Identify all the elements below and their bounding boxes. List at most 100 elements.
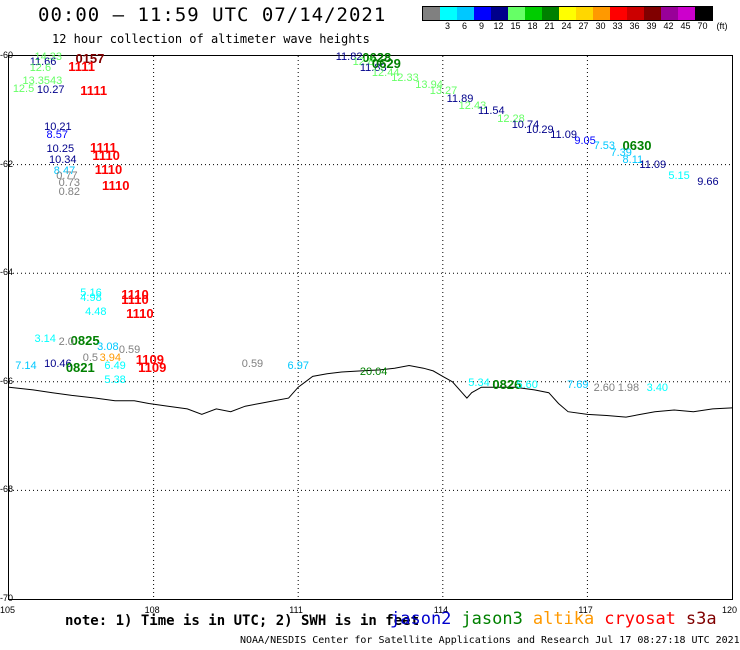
lon-tick-label: 111 xyxy=(289,605,303,615)
wave-height-label: 12.8 xyxy=(352,56,375,69)
pass-time-label: 0826 xyxy=(492,376,522,392)
wave-height-label: 10.29 xyxy=(526,124,554,137)
color-swatch xyxy=(661,7,678,20)
color-swatch-label: 24 xyxy=(561,21,572,31)
pass-time-label: 1110 xyxy=(92,148,120,164)
satellite-legend-altika: altika xyxy=(532,609,595,629)
wave-height-label: 5.34 xyxy=(468,376,490,389)
pass-time-label: 0821 xyxy=(65,360,95,376)
pass-time-label: 0628 xyxy=(362,49,392,65)
pass-time-label: 1111 xyxy=(80,83,108,99)
lon-tick-label: 108 xyxy=(144,605,160,615)
color-swatch-label xyxy=(422,21,439,31)
color-swatch-label: 45 xyxy=(680,21,691,31)
footer-note: note: 1) Time is in UTC; 2) SWH is in fe… xyxy=(65,613,420,629)
wave-height-label: 20.04 xyxy=(359,365,388,378)
color-swatch-label: 3 xyxy=(444,21,450,31)
color-swatch-label: 15 xyxy=(510,21,521,31)
wave-height-label: 9.66 xyxy=(697,175,719,188)
wave-height-label: 6.49 xyxy=(104,360,126,373)
wave-height-label: 14.33 xyxy=(34,50,63,63)
color-swatch-label: 12 xyxy=(493,21,504,31)
wave-height-label: 9.05 xyxy=(574,134,596,147)
color-swatch xyxy=(593,7,610,20)
color-swatch xyxy=(474,7,491,20)
wave-height-label: 13.94 xyxy=(415,79,443,92)
pass-time-label: 1110 xyxy=(121,292,149,308)
wave-height-label: 8.57 xyxy=(46,129,68,142)
lat-tick-label: -68 xyxy=(0,484,14,495)
lat-tick-label: -70 xyxy=(0,593,14,603)
wave-height-label: 11.83 xyxy=(359,61,387,74)
wave-height-label: 12.44 xyxy=(371,67,400,79)
color-swatch xyxy=(440,7,457,20)
wave-height-label: 10.21 xyxy=(44,121,72,134)
lat-tick-label: -64 xyxy=(0,267,14,278)
wave-height-label: 0.77 xyxy=(56,170,78,183)
wave-height-label: 7.53 xyxy=(593,140,616,153)
lat-tick-label: -60 xyxy=(0,50,14,60)
satellite-legend-jason3: jason3 xyxy=(461,609,523,629)
lat-tick-label: -62 xyxy=(0,158,14,169)
wave-height-label: 8.11 xyxy=(622,153,644,166)
wave-height-label: 3.40 xyxy=(646,381,669,394)
wave-height-label: 2.60 xyxy=(593,381,616,394)
wave-height-label: 12.28 xyxy=(497,113,525,126)
wave-height-label: 10.46 xyxy=(44,357,72,370)
page-subtitle: 12 hour collection of altimeter wave hei… xyxy=(52,32,370,46)
wave-height-label: 5.38 xyxy=(104,373,126,386)
color-scale-unit: (ft) xyxy=(716,21,728,31)
color-swatch xyxy=(491,7,508,20)
pass-time-label: 1110 xyxy=(121,286,149,302)
color-swatch-label: 30 xyxy=(595,21,606,31)
color-scale-labels: 3 6 9 12 15 18 21 24 27 30 33 36 39 42 45 70 (ft) xyxy=(422,21,733,31)
pass-time-label: 0630 xyxy=(622,137,652,153)
pass-time-label: 0629 xyxy=(371,56,401,72)
wave-height-label: 3.08 xyxy=(97,341,119,354)
lon-tick-label: 117 xyxy=(578,605,593,615)
color-swatch xyxy=(644,7,661,20)
pass-time-label: 0825 xyxy=(70,333,100,349)
color-swatch-label: 36 xyxy=(629,21,640,31)
wave-height-label: 12.43 xyxy=(458,99,487,112)
wave-height-label: 7.39 xyxy=(610,146,632,159)
pass-time-label: 0157 xyxy=(75,50,105,66)
pass-time-label: 1110 xyxy=(94,162,123,178)
pass-time-label: 1110 xyxy=(101,178,130,194)
wave-height-label: 0.5 xyxy=(82,352,98,365)
wave-height-label: 13.27 xyxy=(429,84,458,97)
pass-time-label: 1109 xyxy=(135,352,164,368)
lon-tick-label: 105 xyxy=(0,605,16,615)
antarctic-coastline xyxy=(9,364,732,418)
lon-tick-label: 120 xyxy=(722,605,738,615)
wave-height-label: 5.16 xyxy=(80,286,102,299)
color-swatch-label: 70 xyxy=(697,21,708,31)
wave-height-label: 5.60 xyxy=(516,379,538,392)
wave-height-label: 10.27 xyxy=(36,84,65,97)
color-swatch-label: 27 xyxy=(578,21,589,31)
color-scale-bar xyxy=(422,6,713,21)
color-swatch xyxy=(423,7,440,20)
wave-height-label: 10.25 xyxy=(46,143,75,156)
pass-time-label: 1109 xyxy=(138,360,167,376)
wave-height-label: 3.14 xyxy=(34,333,56,346)
color-swatch-label: 6 xyxy=(461,21,467,31)
satellite-legend-cryosat: cryosat xyxy=(604,609,676,629)
color-swatch xyxy=(542,7,559,20)
color-swatch-label: 42 xyxy=(663,21,674,31)
pass-time-label: 1111 xyxy=(89,140,117,156)
satellite-legend-s3a: s3a xyxy=(685,609,717,629)
color-swatch-label: 18 xyxy=(527,21,538,31)
wave-height-label: 11.54 xyxy=(477,105,505,117)
wave-height-label: 3.94 xyxy=(99,352,121,365)
color-swatch-label: 9 xyxy=(478,21,484,31)
color-swatch xyxy=(576,7,593,20)
wave-height-label: 2.0 xyxy=(58,335,74,348)
wave-height-label: 1.98 xyxy=(617,381,640,394)
wave-height-label: 11.66 xyxy=(29,56,57,69)
map-plot-area xyxy=(8,55,733,600)
color-swatch-label: 39 xyxy=(646,21,657,31)
wave-height-label: 10.34 xyxy=(48,153,77,166)
wave-height-label: 10.74 xyxy=(511,118,540,131)
map-canvas xyxy=(9,56,732,599)
